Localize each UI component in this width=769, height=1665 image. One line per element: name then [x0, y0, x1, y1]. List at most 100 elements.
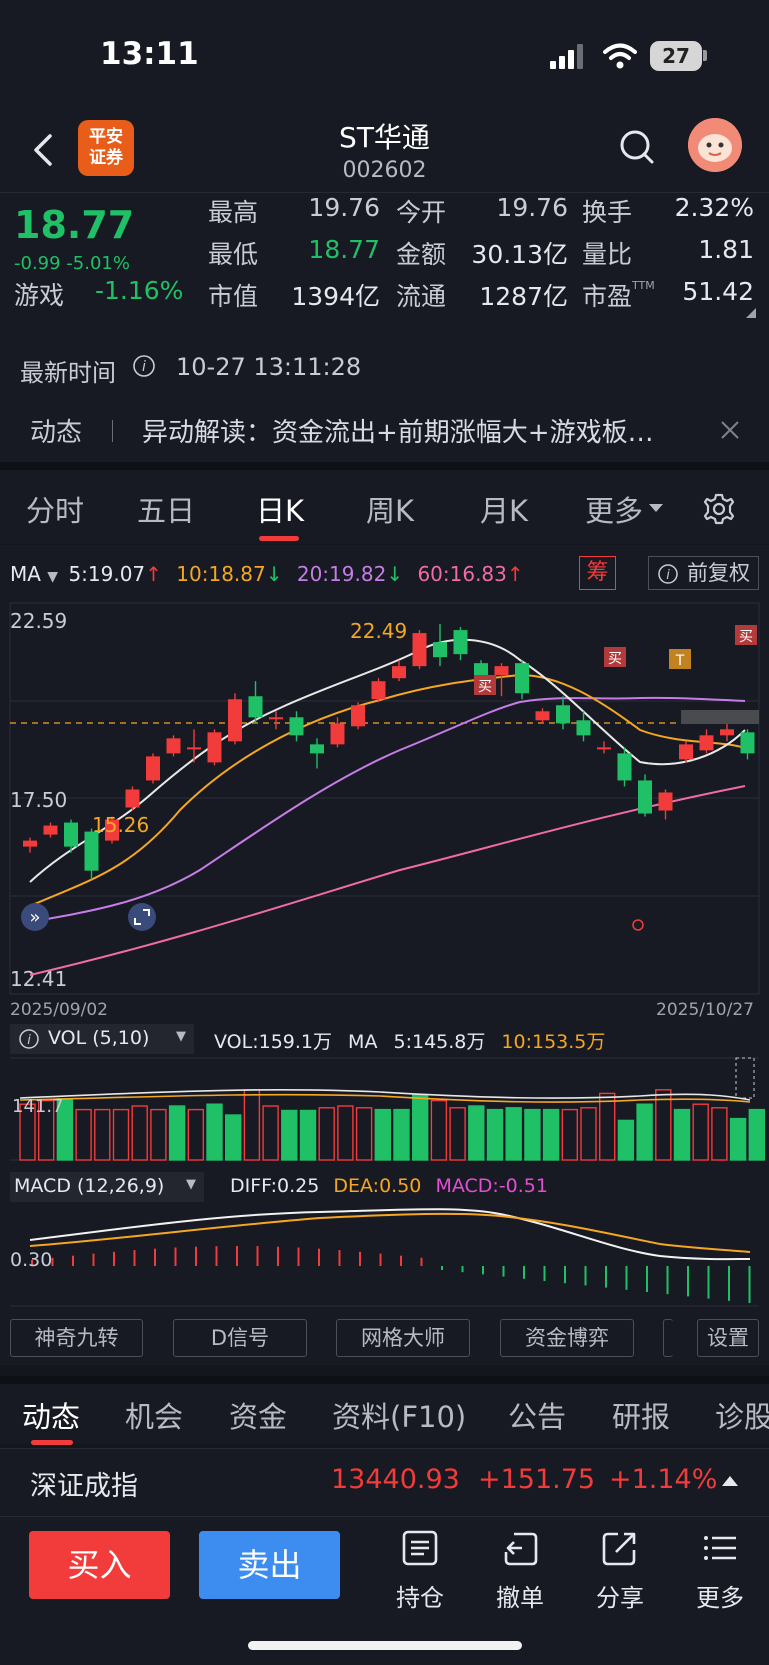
search-icon[interactable]	[617, 127, 657, 167]
volume-bar	[187, 1108, 205, 1161]
index-ticker[interactable]	[0, 1448, 769, 1516]
candle-body	[453, 630, 468, 655]
buy-marker-2: 买	[604, 647, 626, 667]
avatar[interactable]	[688, 118, 742, 172]
tab-news[interactable]: 动态	[22, 1400, 81, 1434]
candle-body	[43, 825, 58, 835]
close-icon[interactable]	[718, 418, 742, 442]
sell-button[interactable]: 卖出	[199, 1531, 340, 1599]
ma20-value: 20:19.82	[296, 562, 387, 586]
vol-value: VOL:159.1万	[214, 1031, 332, 1053]
volume-bar	[38, 1099, 55, 1161]
update-label: 最新时间	[20, 359, 116, 387]
tab-announcements[interactable]: 公告	[508, 1400, 567, 1434]
positions-label: 持仓	[396, 1584, 444, 1612]
field-value-open: 19.76	[496, 193, 568, 222]
macd-label: MACD (12,26,9)	[14, 1175, 165, 1197]
expand-up-icon[interactable]	[721, 1474, 739, 1488]
tab-f10[interactable]: 资料(F10)	[332, 1400, 467, 1434]
tool-grid-master[interactable]: 网格大师	[336, 1319, 470, 1357]
ma60-value: 60:16.83	[417, 562, 507, 586]
adjust-button[interactable]: i 前复权	[648, 556, 759, 590]
volume-bar	[281, 1109, 298, 1161]
ma-lines	[29, 638, 746, 976]
candle-body	[392, 666, 406, 679]
settings-gear-icon[interactable]	[702, 492, 736, 526]
candle-body	[146, 756, 160, 781]
tool-fund-game[interactable]: 资金博弈	[500, 1319, 634, 1357]
share-button[interactable]: 分享	[580, 1528, 660, 1613]
tool-nine-turn[interactable]: 神奇九转	[10, 1319, 143, 1357]
field-label-low: 最低	[208, 240, 259, 269]
candle-body	[310, 744, 324, 754]
vol-dropdown-icon: ▼	[176, 1029, 186, 1044]
candle-body	[187, 747, 201, 750]
volume-bar	[673, 1108, 691, 1161]
tool-d-signal[interactable]: D信号	[173, 1319, 307, 1357]
tab-daily-k[interactable]: 日K	[256, 494, 305, 528]
svg-text:i: i	[27, 1033, 31, 1048]
more-label: 更多	[696, 1584, 744, 1612]
tab-diagnosis[interactable]: 诊股	[715, 1400, 769, 1434]
tab-minute[interactable]: 分时	[26, 494, 85, 528]
volume-bar	[430, 1099, 448, 1161]
vol-label: VOL (5,10)	[48, 1027, 150, 1049]
news-text[interactable]: 异动解读：资金流出+前期涨幅大+游戏板…	[142, 418, 654, 448]
cancel-order-button[interactable]: 撤单	[480, 1528, 560, 1613]
candle-body	[556, 705, 570, 724]
volume-bar	[337, 1105, 354, 1161]
corner-mark-icon	[746, 308, 756, 318]
section-divider	[0, 462, 769, 470]
volume-bar	[655, 1089, 672, 1161]
tab-funds[interactable]: 资金	[229, 1400, 288, 1434]
volume-bar	[486, 1108, 504, 1161]
period-tabs	[0, 470, 769, 544]
candlestick-chart[interactable]: 22.59 17.50 12.41 22.49 15.26 买 买 买 T »	[0, 600, 769, 1010]
volume-bar	[524, 1108, 541, 1161]
tool-settings[interactable]: 设置	[697, 1319, 759, 1357]
positions-button[interactable]: 持仓	[380, 1528, 460, 1613]
info-tabs	[0, 1376, 769, 1444]
home-indicator	[248, 1641, 522, 1650]
field-label-turnover: 换手	[582, 198, 633, 227]
macd-selector[interactable]: MACD (12,26,9) ▼	[10, 1172, 204, 1202]
index-change: +151.75	[478, 1464, 596, 1495]
tab-research[interactable]: 研报	[612, 1400, 671, 1434]
vol-selector[interactable]: i VOL (5,10) ▼	[10, 1024, 194, 1054]
candles	[23, 624, 755, 880]
candle-body	[576, 720, 591, 736]
macd-chart[interactable]: 0.30	[0, 1204, 769, 1312]
battery-tip	[703, 50, 707, 61]
vol-ma-label: MA	[348, 1031, 378, 1053]
tab-more[interactable]: 更多	[585, 494, 644, 528]
tab-opportunity[interactable]: 机会	[125, 1400, 184, 1434]
fullscreen-icon	[128, 903, 156, 931]
news-tag: 动态	[30, 418, 83, 448]
volume-bar	[19, 1103, 36, 1161]
chip-button[interactable]: 筹	[579, 556, 616, 590]
ma20-arrow-icon: ↓	[386, 562, 404, 586]
volume-bars	[19, 1089, 765, 1161]
candle-body	[638, 780, 652, 814]
info-icon[interactable]: i	[132, 354, 156, 378]
candle-body	[535, 711, 550, 721]
svg-text:i: i	[666, 568, 670, 583]
volume-chart[interactable]: 141.7	[0, 1056, 769, 1162]
tab-monthly-k[interactable]: 月K	[480, 494, 529, 528]
volume-bar	[94, 1108, 111, 1161]
volume-bar	[412, 1094, 429, 1161]
back-icon[interactable]	[24, 130, 64, 170]
candle-body	[84, 831, 99, 871]
ma-legend[interactable]: MA ▼ 5:19.07↑ 10:18.87↓ 20:19.82↓ 60:16.…	[10, 562, 524, 586]
buy-button[interactable]: 买入	[29, 1531, 170, 1599]
news-bar[interactable]	[0, 400, 769, 460]
info-icon: i	[19, 1029, 39, 1049]
tab-weekly-k[interactable]: 周K	[366, 494, 415, 528]
more-button[interactable]: 更多	[680, 1528, 760, 1613]
field-label-amount: 金额	[396, 240, 447, 269]
tab-five-day[interactable]: 五日	[137, 494, 196, 528]
tool-more-partial	[663, 1319, 673, 1357]
candle-body	[474, 663, 488, 679]
sector-label[interactable]: 游戏	[14, 281, 65, 310]
macd-dea-line	[29, 1212, 751, 1253]
